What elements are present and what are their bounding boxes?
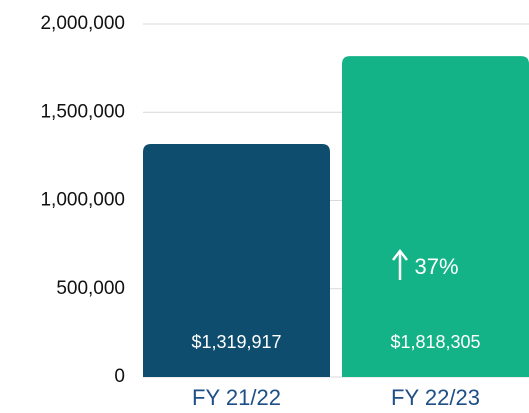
value-label: $1,818,305 [390,332,480,352]
up-arrow [392,248,408,280]
bar [342,56,529,378]
y-tick-label: 1,000,000 [40,190,125,211]
y-tick-label: 1,500,000 [40,101,125,122]
annotation: 37% [415,254,459,279]
bar [143,144,330,377]
value-label: $1,319,917 [191,332,281,352]
y-tick-label: 0 [114,366,125,387]
x-tick-label: FY 22/23 [391,385,480,410]
y-tick-label: 500,000 [56,278,125,299]
y-tick-label: 2,000,000 [40,13,125,34]
x-tick-label: FY 21/22 [192,385,281,410]
